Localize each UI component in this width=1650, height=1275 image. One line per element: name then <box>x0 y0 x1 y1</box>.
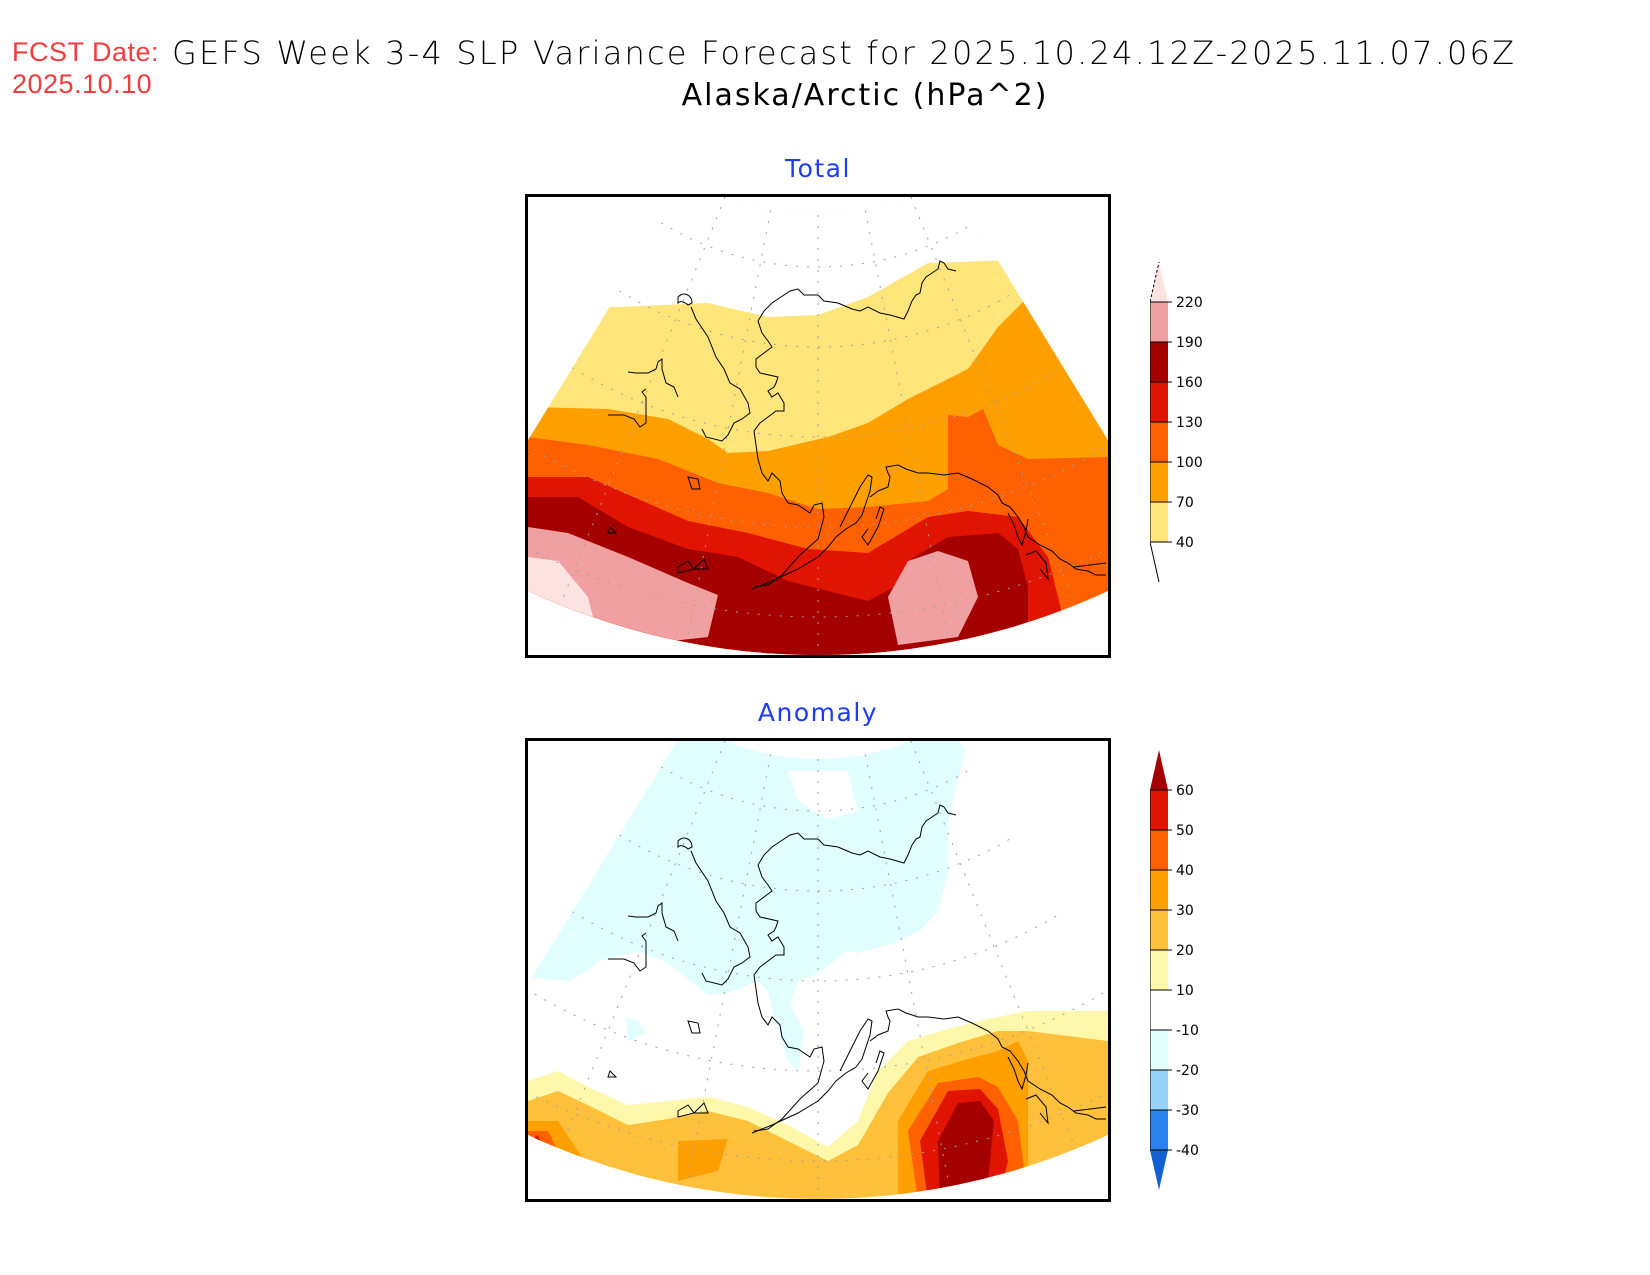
colorbar-tick-label: 40 <box>1176 863 1194 879</box>
contour-band-30-40-mid <box>678 1139 728 1181</box>
colorbar-band <box>1150 910 1168 950</box>
panel-title-total: Total <box>785 154 851 183</box>
colorbar-band <box>1150 950 1168 990</box>
colorbar-band <box>1150 790 1168 830</box>
colorbar-tick-label: 10 <box>1176 983 1194 999</box>
colorbar-tick-label: 50 <box>1176 823 1194 839</box>
colorbar-tick-label: 40 <box>1176 535 1194 551</box>
contour-fill-group <box>528 197 1108 655</box>
coastline-island <box>607 1070 618 1078</box>
colorbar-tick-label: 160 <box>1176 375 1203 391</box>
coastline-alaska-peninsula <box>751 1018 873 1134</box>
coastline-alaska-peninsula <box>751 474 873 590</box>
coastline-bc <box>1073 1106 1107 1112</box>
colorbar-extend-max <box>1150 262 1168 302</box>
coastline-alaska-west <box>753 804 957 1132</box>
coastline-island <box>692 558 709 570</box>
coastline-island <box>607 526 618 534</box>
latitude-gridline <box>660 222 976 268</box>
map-panel-total <box>525 194 1111 658</box>
coastline-alaska-west <box>753 260 957 588</box>
coastline-island <box>687 1020 701 1034</box>
chart-subtitle: Alaska/Arctic (hPa^2) <box>681 78 1049 113</box>
colorbar-tick-label: 20 <box>1176 943 1194 959</box>
coastline-panhandle-islands <box>1025 550 1049 581</box>
contour-band-below-40 <box>528 197 1108 317</box>
coastline-kodiak <box>861 1050 885 1090</box>
coastline-gulf-of-alaska <box>869 464 1106 576</box>
chart-title: GEFS Week 3-4 SLP Variance Forecast for … <box>172 34 1517 72</box>
longitude-gridline <box>910 741 1077 1150</box>
colorbar-band <box>1150 382 1168 422</box>
contour-band-above-60 <box>938 1101 994 1199</box>
coastline-panhandle-islands <box>1025 1094 1049 1125</box>
coastline-siberia-south <box>608 388 647 428</box>
panel-title-anomaly: Anomaly <box>757 698 879 727</box>
coastline-chukotka <box>690 850 751 986</box>
colorbar-band <box>1150 422 1168 462</box>
coastline-wrangel-island <box>677 837 693 850</box>
map-panel-anomaly <box>525 738 1111 1202</box>
colorbar-band <box>1150 870 1168 910</box>
contour-fill-group <box>528 741 1108 1199</box>
colorbar-extend-edge <box>1150 541 1160 583</box>
colorbar-tick-label: 70 <box>1176 495 1194 511</box>
coastline-island <box>687 476 701 490</box>
contour-band-190-220-east <box>888 551 978 645</box>
colorbar-extend-max <box>1150 750 1168 790</box>
coastline-siberia-south <box>608 932 647 972</box>
coastline-panhandle <box>1007 512 1029 547</box>
fcst-date-block: FCST Date: 2025.10.10 <box>12 36 159 100</box>
coastline-chukotka <box>690 306 751 442</box>
colorbar-tick-label: -40 <box>1176 1143 1199 1159</box>
colorbar-tick-label: 100 <box>1176 455 1203 471</box>
coastline-wrangel-island <box>677 293 693 306</box>
colorbar-extend-min <box>1150 1150 1168 1190</box>
colorbar-tick-label: -30 <box>1176 1103 1199 1119</box>
contour-band-minus10-minus20 <box>528 741 968 1071</box>
contour-band-minus10-minus20-pocket <box>626 1017 646 1041</box>
colorbar-tick-label: 130 <box>1176 415 1203 431</box>
colorbar-extend-edge <box>1150 262 1160 303</box>
colorbar-tick-label: 60 <box>1176 783 1194 799</box>
longitude-gridline <box>559 197 726 606</box>
colorbar-band <box>1150 342 1168 382</box>
colorbar-tick-label: 220 <box>1176 295 1203 311</box>
colorbar-tick-label: 30 <box>1176 903 1194 919</box>
colorbar-band <box>1150 990 1168 1030</box>
colorbar-band <box>1150 1070 1168 1110</box>
colorbar-extend-min <box>1150 542 1168 582</box>
coastline-kodiak <box>861 506 885 546</box>
colorbar-tick-label: -10 <box>1176 1023 1199 1039</box>
coastline-siberia-east <box>627 358 679 398</box>
colorbar-total: 40 70 100 130 160 190 220 <box>1150 262 1203 583</box>
colorbar-band <box>1150 462 1168 502</box>
map-total <box>528 197 1108 655</box>
longitude-gridline <box>910 197 1077 606</box>
latitude-gridline <box>528 988 1108 1072</box>
coastline-panhandle <box>1007 1056 1029 1091</box>
fcst-date-value: 2025.10.10 <box>12 69 153 99</box>
colorbar-band <box>1150 302 1168 342</box>
fcst-date-label: FCST Date: <box>12 37 160 67</box>
coastline-bc <box>1073 562 1107 568</box>
colorbar-tick-label: -20 <box>1176 1063 1199 1079</box>
colorbar-band <box>1150 830 1168 870</box>
longitude-gridline <box>559 741 726 1150</box>
contour-band-neutral-pocket <box>788 771 858 819</box>
coastline-island <box>692 1102 709 1114</box>
latitude-gridline <box>528 444 1108 528</box>
colorbar-band <box>1150 502 1168 542</box>
colorbar-tick-label: 190 <box>1176 335 1203 351</box>
latitude-gridline <box>660 766 976 812</box>
longitude-gridline <box>864 210 950 643</box>
coastline-siberia-east <box>627 902 679 942</box>
contour-band-neutral-pocket <box>806 999 844 1041</box>
map-anomaly <box>528 741 1108 1199</box>
coastline-gulf-of-alaska <box>869 1008 1106 1120</box>
colorbar-anomaly: -40 -30 -20 -10 10 20 30 40 50 60 <box>1150 750 1199 1190</box>
colorbar-band <box>1150 1030 1168 1070</box>
colorbar-band <box>1150 1110 1168 1150</box>
